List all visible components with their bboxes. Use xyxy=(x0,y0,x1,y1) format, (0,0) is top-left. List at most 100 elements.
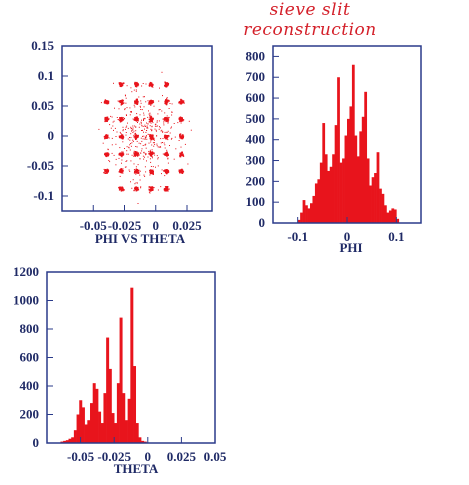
scatter-point xyxy=(167,121,169,123)
scatter-point xyxy=(149,189,151,191)
scatter-point xyxy=(165,118,167,120)
scatter-point xyxy=(162,118,164,120)
scatter-point xyxy=(136,169,138,171)
scatter-point xyxy=(149,170,151,172)
scatter-point xyxy=(140,106,141,108)
scatter-point xyxy=(144,144,146,146)
scatter-point xyxy=(144,128,145,130)
scatter-point xyxy=(150,116,153,118)
phi-bar xyxy=(361,116,365,223)
phi-bar xyxy=(393,209,397,223)
scatter-point xyxy=(104,137,106,140)
scatter-point xyxy=(131,187,133,189)
scatter-point xyxy=(174,136,176,138)
scatter-point xyxy=(122,136,125,138)
phi-bar xyxy=(319,162,323,223)
scatter-point xyxy=(129,107,131,109)
scatter-point xyxy=(136,135,138,137)
scatter-point xyxy=(145,147,147,149)
scatter-point xyxy=(135,90,137,92)
scatter-point xyxy=(142,96,144,98)
scatter-point xyxy=(118,171,120,173)
scatter-point xyxy=(164,169,167,172)
theta-x-tick-label: 0.05 xyxy=(204,449,227,464)
scatter-point xyxy=(135,170,137,172)
theta-bar xyxy=(87,420,91,443)
scatter-point xyxy=(136,102,138,104)
scatter-point xyxy=(121,162,122,164)
scatter-point xyxy=(143,112,145,114)
scatter-point xyxy=(166,83,168,85)
scatter-point xyxy=(150,188,153,190)
scatter-point xyxy=(137,122,138,123)
scatter-point xyxy=(157,125,159,127)
scatter-point xyxy=(160,138,162,140)
scatter-point xyxy=(127,127,129,129)
scatter-point xyxy=(146,125,148,127)
scatter-point xyxy=(121,116,123,119)
scatter-point xyxy=(166,98,168,99)
scatter-point xyxy=(142,83,144,84)
scatter-point xyxy=(141,148,143,150)
scatter-point xyxy=(151,134,153,137)
scatter-point xyxy=(165,103,168,106)
phi-histogram-panel: 800 700 600 500 400 300 200 100 0 -0.1 0 0.1 PHI xyxy=(246,45,422,255)
scatter-point xyxy=(181,171,184,174)
scatter-point xyxy=(132,125,134,127)
scatter-point xyxy=(164,84,166,87)
scatter-point xyxy=(181,152,183,155)
scatter-point xyxy=(168,135,170,137)
scatter-point xyxy=(112,121,114,123)
scatter-point xyxy=(137,203,139,204)
scatter-point xyxy=(125,134,127,136)
scatter-point xyxy=(135,172,137,174)
scatter-point xyxy=(106,137,108,139)
theta-y-tick-label: 800 xyxy=(20,321,40,336)
scatter-point xyxy=(167,190,169,192)
scatter-point xyxy=(162,95,163,97)
scatter-point xyxy=(169,103,171,104)
scatter-point xyxy=(104,119,106,121)
scatter-point xyxy=(167,154,169,156)
scatter-point xyxy=(104,120,107,122)
scatter-point xyxy=(146,127,148,129)
scatter-point xyxy=(154,125,156,127)
scatter-point xyxy=(102,142,104,144)
theta-bar xyxy=(68,438,72,443)
phi-bar xyxy=(312,195,316,223)
scatter-point xyxy=(136,136,138,139)
scatter-point xyxy=(171,111,173,113)
scatter-point xyxy=(167,162,169,164)
scatter-point xyxy=(155,129,157,131)
scatter-point xyxy=(144,137,146,138)
scatter-point xyxy=(100,102,102,104)
scatter-point xyxy=(142,135,143,137)
scatter-point xyxy=(130,143,132,144)
scatter-point xyxy=(135,137,137,140)
scatter-point xyxy=(173,123,175,124)
scatter-point xyxy=(167,157,169,159)
scatter-point xyxy=(139,105,141,107)
scatter-point xyxy=(136,83,138,85)
scatter-point xyxy=(104,152,106,155)
scatter-point xyxy=(136,113,138,115)
scatter-point xyxy=(149,100,151,102)
scatter-point xyxy=(152,138,155,140)
scatter-point xyxy=(152,187,154,189)
scatter-point xyxy=(111,116,113,118)
scatter-point xyxy=(145,135,147,137)
scatter-point xyxy=(171,114,173,116)
scatter-point xyxy=(179,169,181,171)
scatter-point xyxy=(124,108,126,110)
phi-bar xyxy=(356,156,360,223)
phi-bar xyxy=(364,91,368,223)
scatter-point xyxy=(143,120,144,121)
scatter-point xyxy=(138,154,140,156)
scatter-point xyxy=(179,116,182,118)
scatter-point xyxy=(158,109,160,111)
scatter-point xyxy=(149,125,151,127)
scatter-y-tick-label: 0.1 xyxy=(38,68,54,83)
scatter-point xyxy=(166,137,168,139)
scatter-point xyxy=(143,131,144,133)
